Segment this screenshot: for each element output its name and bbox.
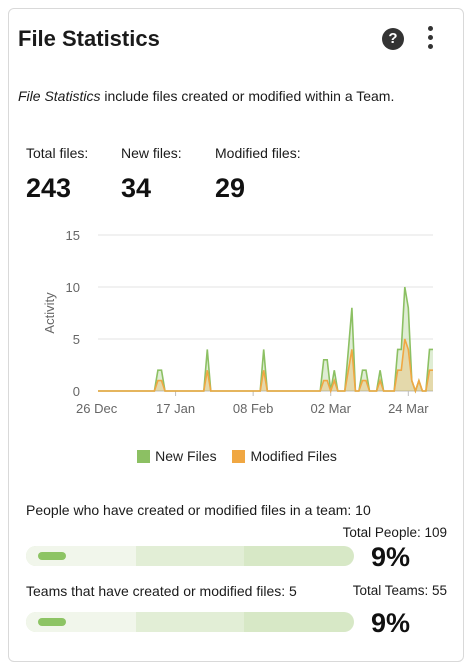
series-line-modified-files (98, 338, 433, 394)
y-axis-label: Activity (42, 292, 57, 334)
series-area-modified-files (98, 339, 433, 391)
more-options-icon[interactable] (426, 26, 434, 52)
legend-swatch-new-files (137, 450, 151, 463)
people-progress-bar (26, 546, 354, 566)
y-tick-label: 0 (73, 384, 80, 399)
teams-progress-bar (26, 612, 354, 632)
legend-swatch-modified-files (232, 450, 246, 463)
people-percentage: 9% (370, 542, 410, 572)
people-progress-fill (38, 552, 66, 560)
stat-total-files: Total files: 243 (26, 145, 88, 204)
teams-percentage: 9% (370, 608, 410, 638)
x-tick-label: 08 Feb (233, 401, 273, 416)
y-tick-label: 5 (73, 332, 80, 347)
x-tick-label: 17 Jan (156, 401, 195, 416)
legend-item-modified-files[interactable]: Modified Files (232, 448, 337, 464)
stat-modified-label: Modified files: (215, 145, 301, 161)
card-title: File Statistics (18, 26, 160, 51)
stat-new-files: New files: 34 (121, 145, 182, 204)
stat-modified-value: 29 (215, 173, 246, 203)
teams-label: Teams that have created or modified file… (26, 583, 297, 599)
description-text: include files created or modified within… (100, 88, 395, 104)
teams-total: Total Teams: 55 (352, 583, 447, 598)
teams-progress-fill (38, 618, 66, 626)
card-header: File Statistics ? (18, 18, 456, 58)
help-icon[interactable]: ? (382, 28, 404, 50)
stat-total-value: 243 (26, 173, 72, 203)
activity-chart: 0 5 10 15 Activity 26 Dec 17 Jan 08 Feb 02 Mar 24… (42, 228, 433, 416)
y-tick-label: 10 (66, 280, 80, 295)
legend-label-modified-files: Modified Files (250, 448, 337, 464)
people-total: Total People: 109 (342, 525, 447, 540)
legend-label-new-files: New Files (155, 448, 217, 464)
stat-new-label: New files: (121, 145, 182, 161)
card-description: File Statistics include files created or… (18, 88, 394, 104)
stat-modified-files: Modified files: 29 (215, 145, 301, 204)
chart-legend: New Files Modified Files (0, 448, 474, 464)
stat-new-value: 34 (121, 173, 152, 203)
stat-total-label: Total files: (26, 145, 89, 161)
x-tick-label: 24 Mar (388, 401, 429, 416)
x-tick-label: 26 Dec (76, 401, 118, 416)
y-tick-label: 15 (66, 228, 80, 243)
series-line-new-files (98, 286, 433, 394)
people-label: People who have created or modified file… (26, 502, 371, 518)
legend-item-new-files[interactable]: New Files (137, 448, 217, 464)
x-tick-label: 02 Mar (311, 401, 352, 416)
description-emphasis: File Statistics (18, 88, 101, 104)
